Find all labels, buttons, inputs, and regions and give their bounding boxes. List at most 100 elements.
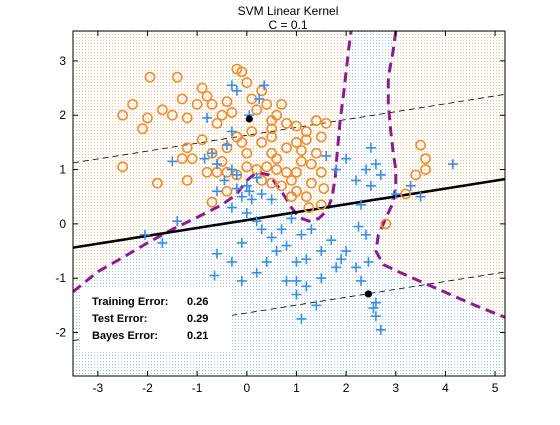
data-point-circle (201, 90, 213, 102)
data-point-plus (219, 175, 230, 186)
data-point-circle (176, 93, 188, 105)
data-point-circle (420, 153, 431, 165)
data-point-circle (305, 158, 317, 170)
data-point-circle (144, 71, 156, 83)
data-point-plus (236, 237, 247, 248)
x-tick-label: 1 (293, 381, 300, 395)
data-point-plus (375, 324, 386, 335)
data-point-plus (167, 156, 178, 167)
data-point-circle (305, 177, 317, 189)
y-tick-label: -2 (55, 326, 66, 340)
training-error-value: 0.26 (187, 296, 208, 308)
data-point-plus (390, 188, 401, 199)
data-point-circle (221, 96, 233, 108)
data-point-plus (212, 186, 222, 197)
data-point-circle (315, 166, 327, 178)
data-point-circle (261, 98, 273, 110)
data-point-circle (236, 136, 248, 148)
data-point-plus (271, 246, 282, 257)
data-point-plus (306, 224, 317, 235)
data-point-circle (127, 98, 138, 110)
data-point-circle (266, 131, 278, 143)
data-point-circle (286, 175, 297, 186)
test-error-value: 0.29 (187, 313, 208, 325)
data-point-plus (157, 237, 168, 248)
bayes-error-value: 0.21 (187, 330, 208, 342)
data-point-plus (375, 169, 386, 180)
x-tick-label: 5 (492, 381, 499, 395)
data-point-circle (410, 169, 422, 181)
data-point-circle (281, 142, 292, 154)
data-point-circle (226, 107, 238, 118)
data-point-plus (266, 232, 277, 243)
data-point-plus (326, 235, 337, 246)
data-point-plus (351, 262, 362, 273)
data-point-circle (420, 164, 431, 175)
data-point-plus (296, 313, 307, 324)
data-point-plus (336, 254, 347, 265)
data-point-circle (271, 109, 282, 121)
data-point-plus (251, 267, 262, 278)
data-point-circle (400, 188, 412, 200)
data-point-circle (156, 104, 168, 116)
data-point-plus (356, 275, 366, 286)
data-point-circle (241, 147, 253, 159)
data-point-plus (360, 229, 371, 240)
data-point-plus (316, 246, 327, 257)
data-point-circle (303, 202, 315, 213)
data-point-circle (221, 185, 233, 197)
data-point-circle (296, 155, 307, 167)
data-point-plus (251, 172, 262, 183)
data-point-plus (331, 164, 342, 175)
data-point-plus (212, 159, 222, 170)
data-point-circle (300, 134, 312, 146)
data-point-plus (241, 208, 252, 219)
x-tick-label: -2 (142, 381, 153, 395)
data-point-circle (211, 117, 223, 129)
data-point-plus (226, 202, 237, 213)
data-point-plus (261, 256, 272, 267)
data-point-plus (365, 142, 376, 153)
data-point-plus (231, 169, 242, 180)
data-point-circle (166, 109, 178, 121)
test-error-label: Test Error: (92, 313, 147, 325)
data-point-plus (370, 311, 381, 322)
error-legend: Training Error: 0.26 Test Error: 0.29 Ba… (82, 287, 232, 350)
data-point-plus (365, 180, 376, 191)
data-point-circle (181, 112, 193, 124)
bayes-boundary (73, 31, 353, 293)
data-point-plus (286, 213, 297, 224)
data-point-plus (266, 194, 277, 205)
data-point-circle (320, 117, 332, 129)
data-point-plus (226, 80, 237, 91)
data-point-circle (251, 104, 263, 116)
data-point-plus (226, 164, 237, 175)
data-point-plus (301, 254, 312, 265)
data-point-circle (181, 175, 193, 186)
data-point-plus (316, 273, 327, 284)
data-point-plus (209, 270, 220, 281)
x-tick-label: -1 (192, 381, 203, 395)
chart-subtitle: C = 0.1 (268, 18, 307, 32)
data-point-plus (199, 153, 210, 164)
y-tick-label: 2 (59, 108, 66, 122)
data-point-plus (415, 191, 426, 202)
data-point-circle (206, 196, 218, 208)
margin-line (73, 93, 505, 164)
data-point-circle (291, 136, 302, 148)
data-point-plus (353, 221, 364, 232)
data-point-plus (236, 275, 247, 286)
data-point-plus (356, 199, 366, 210)
data-point-circle (236, 66, 248, 78)
error-legend-box (82, 287, 232, 350)
data-point-circle (315, 131, 327, 143)
data-point-plus (241, 180, 252, 191)
data-point-circle (286, 191, 297, 203)
data-point-circle (171, 71, 183, 83)
data-point-plus (351, 175, 362, 186)
data-point-circle (266, 177, 278, 189)
data-point-plus (259, 80, 270, 91)
data-point-circle (315, 199, 327, 211)
data-point-circle (261, 161, 273, 173)
